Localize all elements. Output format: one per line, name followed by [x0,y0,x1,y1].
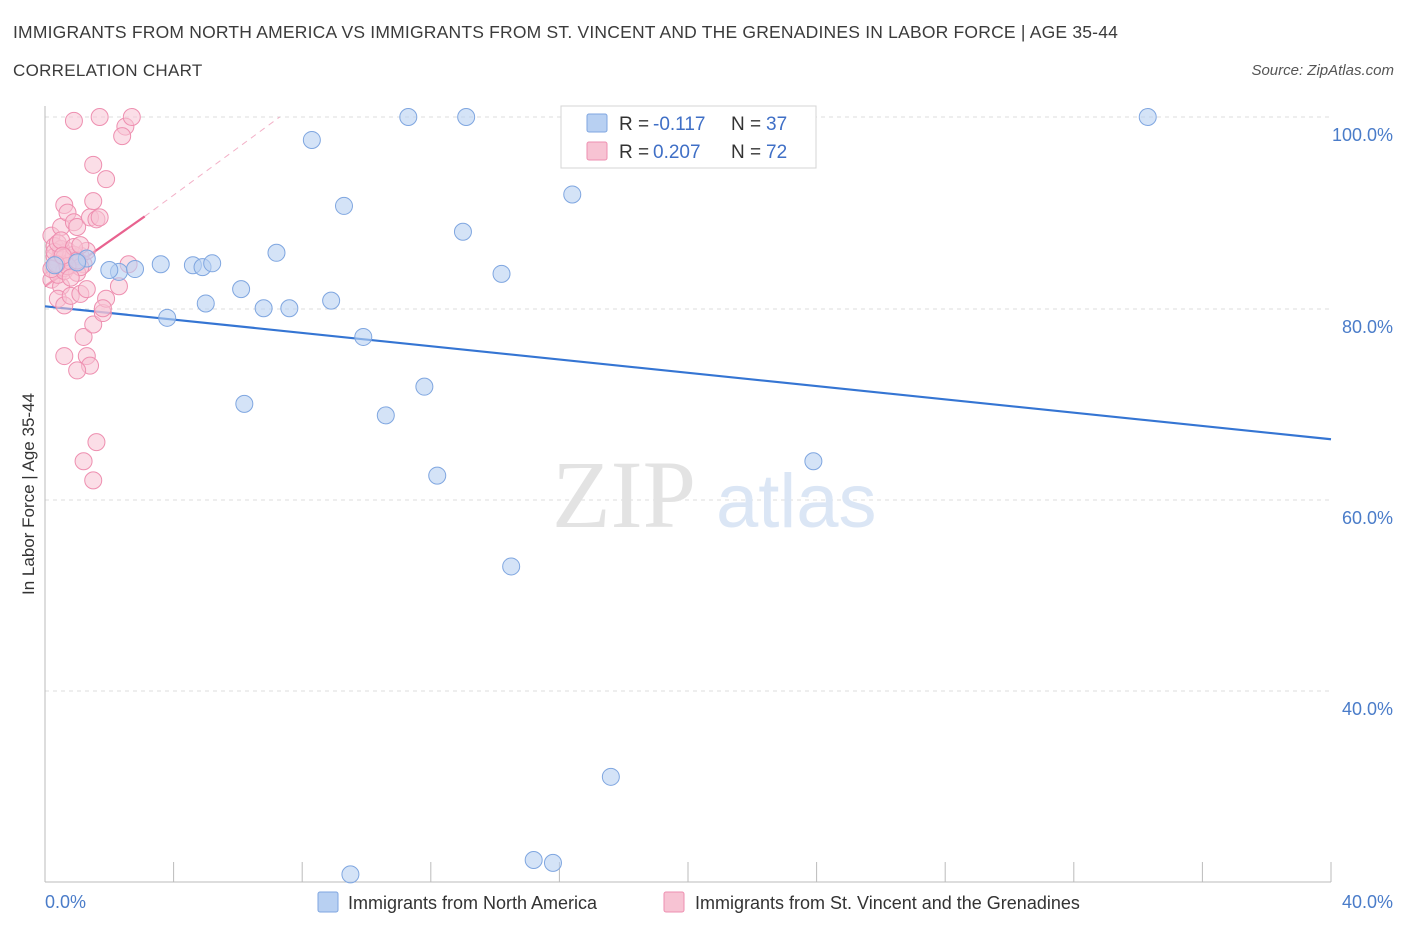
point-north-america[interactable] [302,130,321,149]
y-tick-label: 60.0% [1342,508,1393,528]
point-north-america[interactable] [502,557,521,576]
point-north-america[interactable] [235,394,254,413]
point-north-america[interactable] [415,377,434,396]
point-north-america[interactable] [804,452,823,471]
point-st-vincent[interactable] [68,361,87,380]
point-north-america[interactable] [399,108,418,126]
point-north-america[interactable] [341,865,360,884]
y-tick-label: 100.0% [1332,125,1393,145]
point-st-vincent[interactable] [84,471,103,490]
legend-n-value-1: 37 [766,114,787,135]
y-axis-label: In Labor Force | Age 35-44 [19,393,38,595]
point-north-america[interactable] [457,108,476,126]
legend-r-value-2: 0.207 [653,142,701,163]
point-north-america[interactable] [334,196,353,215]
y-tick-labels: 100.0% 80.0% 60.0% 40.0% [1332,125,1393,719]
x-tick-label-max: 40.0% [1342,892,1393,912]
point-st-vincent[interactable] [122,108,141,126]
point-north-america[interactable] [203,254,222,273]
legend-swatch-pink [586,141,608,161]
point-north-america[interactable] [563,185,582,204]
legend-r-label-2: R = [619,142,649,163]
point-st-vincent[interactable] [74,327,93,346]
series-st-vincent-points [42,108,141,490]
series-legend-swatch-blue [317,891,339,913]
point-north-america[interactable] [601,767,620,786]
watermark-atlas: atlas [716,459,877,544]
point-st-vincent[interactable] [55,347,74,366]
point-st-vincent[interactable] [113,127,132,146]
point-north-america[interactable] [1138,108,1157,126]
point-north-america[interactable] [254,299,273,318]
point-st-vincent[interactable] [87,433,106,452]
y-tick-label: 40.0% [1342,699,1393,719]
point-north-america[interactable] [267,243,286,262]
legend-r-label-1: R = [619,114,649,135]
point-st-vincent[interactable] [93,299,112,318]
point-st-vincent[interactable] [64,111,83,130]
point-st-vincent[interactable] [84,192,103,211]
x-axis-ticks [173,862,1332,882]
x-tick-label-min: 0.0% [45,892,86,912]
legend-n-label-2: N = [731,142,761,163]
point-north-america[interactable] [428,466,447,485]
watermark: ZIP atlas [552,441,877,548]
point-north-america[interactable] [100,261,119,279]
legend-n-label-1: N = [731,114,761,135]
legend-swatch-blue [586,113,608,133]
point-north-america[interactable] [45,256,64,275]
chart-title: IMMIGRANTS FROM NORTH AMERICA VS IMMIGRA… [13,22,1119,42]
series-legend-label-st-vincent: Immigrants from St. Vincent and the Gren… [695,893,1080,913]
source-label: Source: ZipAtlas.com [1251,62,1394,79]
point-st-vincent[interactable] [97,170,116,189]
point-st-vincent[interactable] [90,108,109,126]
trendline-north-america [44,305,1332,441]
stats-legend: R = -0.117 N = 37 R = 0.207 N = 72 [560,105,817,169]
point-north-america[interactable] [196,294,215,313]
point-st-vincent[interactable] [77,280,96,299]
point-north-america[interactable] [158,308,177,327]
chart-subtitle: CORRELATION CHART [13,61,203,80]
point-st-vincent[interactable] [61,268,80,287]
trendline-st-vincent-extension [144,116,280,217]
point-north-america[interactable] [543,853,562,872]
point-north-america[interactable] [232,280,251,299]
point-north-america[interactable] [151,255,170,274]
point-north-america[interactable] [354,327,373,346]
series-north-america-points [45,108,1157,884]
legend-n-value-2: 72 [766,142,787,163]
point-north-america[interactable] [376,406,395,425]
point-north-america[interactable] [68,253,87,272]
point-st-vincent[interactable] [74,452,93,471]
series-legend: Immigrants from North America Immigrants… [317,891,1080,913]
series-legend-swatch-pink [663,891,685,913]
point-st-vincent[interactable] [84,315,103,334]
point-st-vincent[interactable] [68,217,87,236]
point-north-america[interactable] [453,222,472,241]
legend-r-value-1: -0.117 [653,114,705,135]
point-north-america[interactable] [126,260,145,279]
watermark-zip: ZIP [552,441,696,548]
point-north-america[interactable] [492,264,511,283]
point-north-america[interactable] [280,299,299,318]
point-st-vincent[interactable] [84,155,103,174]
y-tick-label: 80.0% [1342,317,1393,337]
series-legend-label-north-america: Immigrants from North America [348,893,598,913]
point-north-america[interactable] [524,851,543,870]
point-st-vincent[interactable] [90,208,109,227]
point-north-america[interactable] [322,291,341,310]
